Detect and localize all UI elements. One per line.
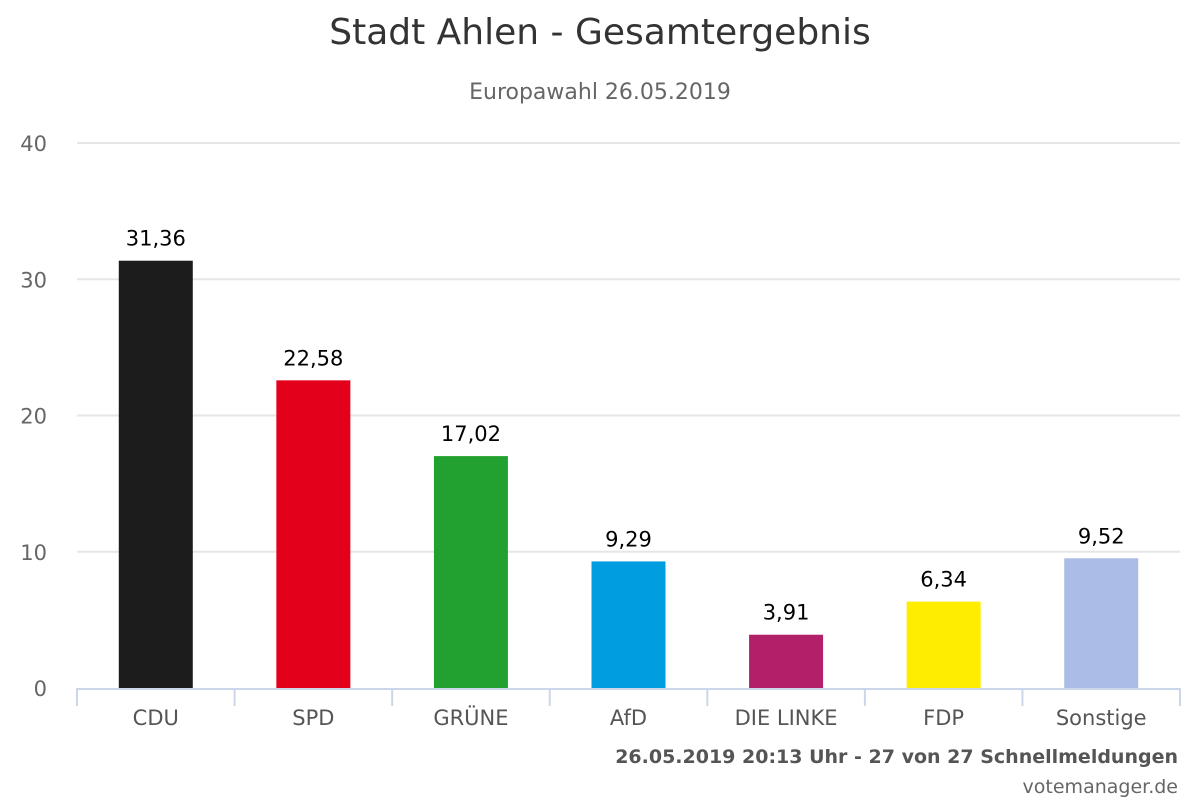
x-axis: CDU SPD GRÜNE AfD DIE LINKE FDP Sonstige (76, 688, 1181, 730)
y-tick-label: 30 (20, 268, 47, 292)
chart-title: Stadt Ahlen - Gesamtergebnis (329, 12, 871, 53)
bar-fdp (906, 601, 981, 688)
data-label: 22,58 (283, 346, 343, 370)
bar-spd (276, 380, 351, 688)
y-tick-label: 20 (20, 405, 47, 429)
x-tick-label: DIE LINKE (735, 706, 838, 730)
y-tick-label: 0 (34, 677, 47, 701)
update-status: 26.05.2019 20:13 Uhr - 27 von 27 Schnell… (615, 746, 1178, 768)
bar-grüne (433, 456, 508, 688)
x-tick-label: SPD (292, 706, 334, 730)
credit-link[interactable]: votemanager.de (1022, 776, 1178, 798)
x-tick-label: GRÜNE (433, 705, 508, 730)
data-label: 17,02 (441, 422, 501, 446)
y-axis-ticks: 0 10 20 30 40 (20, 132, 47, 701)
y-tick-label: 40 (20, 132, 47, 156)
data-label: 3,91 (763, 601, 810, 625)
data-labels: 31,36 22,58 17,02 9,29 3,91 6,34 9,52 (126, 227, 1125, 625)
x-tick-label: CDU (133, 706, 179, 730)
grid-lines (77, 142, 1180, 553)
bar-cdu (118, 260, 193, 688)
bar-die-linke (749, 634, 824, 688)
bar-sonstige (1064, 558, 1139, 688)
bar-afd (591, 561, 666, 688)
data-label: 31,36 (126, 227, 186, 251)
data-label: 6,34 (920, 568, 967, 592)
x-tick-label: FDP (923, 706, 964, 730)
y-tick-label: 10 (20, 541, 47, 565)
bars (118, 260, 1139, 688)
data-label: 9,52 (1078, 524, 1125, 548)
chart-subtitle: Europawahl 26.05.2019 (469, 80, 731, 105)
x-tick-label: Sonstige (1056, 706, 1147, 730)
x-tick-label: AfD (610, 706, 647, 730)
data-label: 9,29 (605, 527, 652, 551)
